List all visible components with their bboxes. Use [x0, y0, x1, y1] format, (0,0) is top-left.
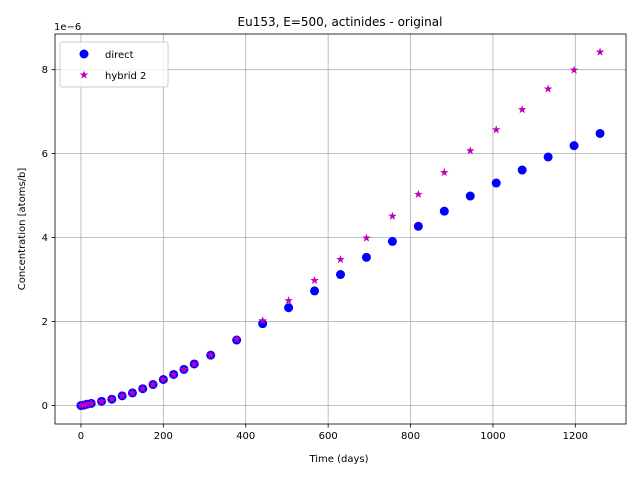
- x-tick-label: 200: [154, 431, 173, 442]
- x-axis-label: Time (days): [308, 454, 368, 465]
- data-point-hybrid-2: [569, 65, 579, 74]
- x-axis: 0 200 400 600 800 1000 1200: [78, 424, 588, 442]
- data-point-hybrid-2: [79, 400, 89, 409]
- data-point-hybrid-2: [284, 296, 293, 305]
- data-point-hybrid-2: [128, 388, 137, 397]
- y-tick-label: 2: [42, 317, 48, 328]
- data-point-direct: [491, 178, 501, 188]
- data-point-hybrid-2: [159, 375, 168, 384]
- data-point-hybrid-2: [362, 233, 371, 242]
- data-point-hybrid-2: [232, 334, 241, 343]
- data-point-direct: [258, 319, 268, 329]
- data-point-hybrid-2: [117, 391, 127, 400]
- legend: direct hybrid 2: [59, 41, 169, 88]
- data-point-hybrid-2: [517, 105, 527, 114]
- data-point-hybrid-2: [465, 146, 475, 155]
- data-point-hybrid-2: [179, 364, 189, 374]
- data-point-hybrid-2: [258, 316, 267, 325]
- data-point-direct: [413, 221, 423, 231]
- data-point-hybrid-2: [138, 384, 148, 393]
- data-point-hybrid-2: [148, 380, 158, 389]
- data-point-direct: [284, 303, 294, 313]
- legend-marker-hybrid-2-glyph: [79, 70, 89, 79]
- data-points: [76, 47, 605, 411]
- y-axis: 0 2 4 6 8: [42, 65, 55, 412]
- data-point-hybrid-2: [440, 168, 449, 177]
- data-point-direct: [465, 191, 475, 201]
- data-point-hybrid-2: [336, 254, 345, 264]
- y-axis-offset-label: 1e−6: [54, 22, 81, 33]
- data-point-hybrid-2: [107, 394, 117, 403]
- y-tick-label: 0: [42, 401, 48, 412]
- data-point-direct: [595, 128, 605, 138]
- data-point-hybrid-2: [491, 125, 501, 134]
- data-point-hybrid-2: [169, 369, 178, 379]
- data-point-hybrid-2: [82, 399, 91, 408]
- x-tick-label: 600: [319, 431, 338, 442]
- legend-label-direct: direct: [105, 50, 134, 61]
- data-point-hybrid-2: [310, 275, 319, 285]
- data-point-hybrid-2: [189, 359, 199, 368]
- chart-title: Eu153, E=500, actinides - original: [238, 15, 443, 29]
- data-point-hybrid-2: [97, 396, 106, 405]
- y-tick-label: 6: [42, 149, 48, 160]
- y-tick-label: 4: [42, 233, 48, 244]
- legend-marker-direct-glyph: [79, 49, 89, 59]
- legend-label-hybrid-2: hybrid 2: [105, 71, 146, 82]
- plot-frame: [54, 33, 627, 425]
- x-tick-label: 0: [78, 431, 84, 442]
- x-tick-label: 800: [401, 431, 420, 442]
- x-tick-label: 1000: [480, 431, 505, 442]
- data-point-hybrid-2: [206, 350, 216, 359]
- x-tick-label: 400: [236, 431, 255, 442]
- data-point-direct: [439, 206, 449, 216]
- y-axis-label: Concentration [atoms/b]: [17, 168, 28, 291]
- legend-marker-direct: [79, 49, 89, 59]
- legend-marker-hybrid-2: [79, 70, 89, 79]
- data-point-hybrid-2: [414, 189, 423, 199]
- data-point-direct: [569, 141, 579, 151]
- y-tick-label: 8: [42, 65, 48, 76]
- data-point-direct: [387, 236, 397, 246]
- data-point-hybrid-2: [388, 211, 397, 220]
- x-tick-label: 1200: [563, 431, 588, 442]
- data-point-direct: [310, 286, 320, 296]
- data-point-direct: [336, 270, 345, 280]
- data-point-hybrid-2: [86, 398, 96, 408]
- data-point-hybrid-2: [543, 84, 553, 93]
- grid: [55, 34, 626, 424]
- data-point-hybrid-2: [595, 47, 605, 56]
- data-point-direct: [361, 252, 371, 262]
- data-point-direct: [543, 152, 553, 162]
- data-point-direct: [517, 165, 527, 175]
- data-point-hybrid-2: [76, 401, 86, 410]
